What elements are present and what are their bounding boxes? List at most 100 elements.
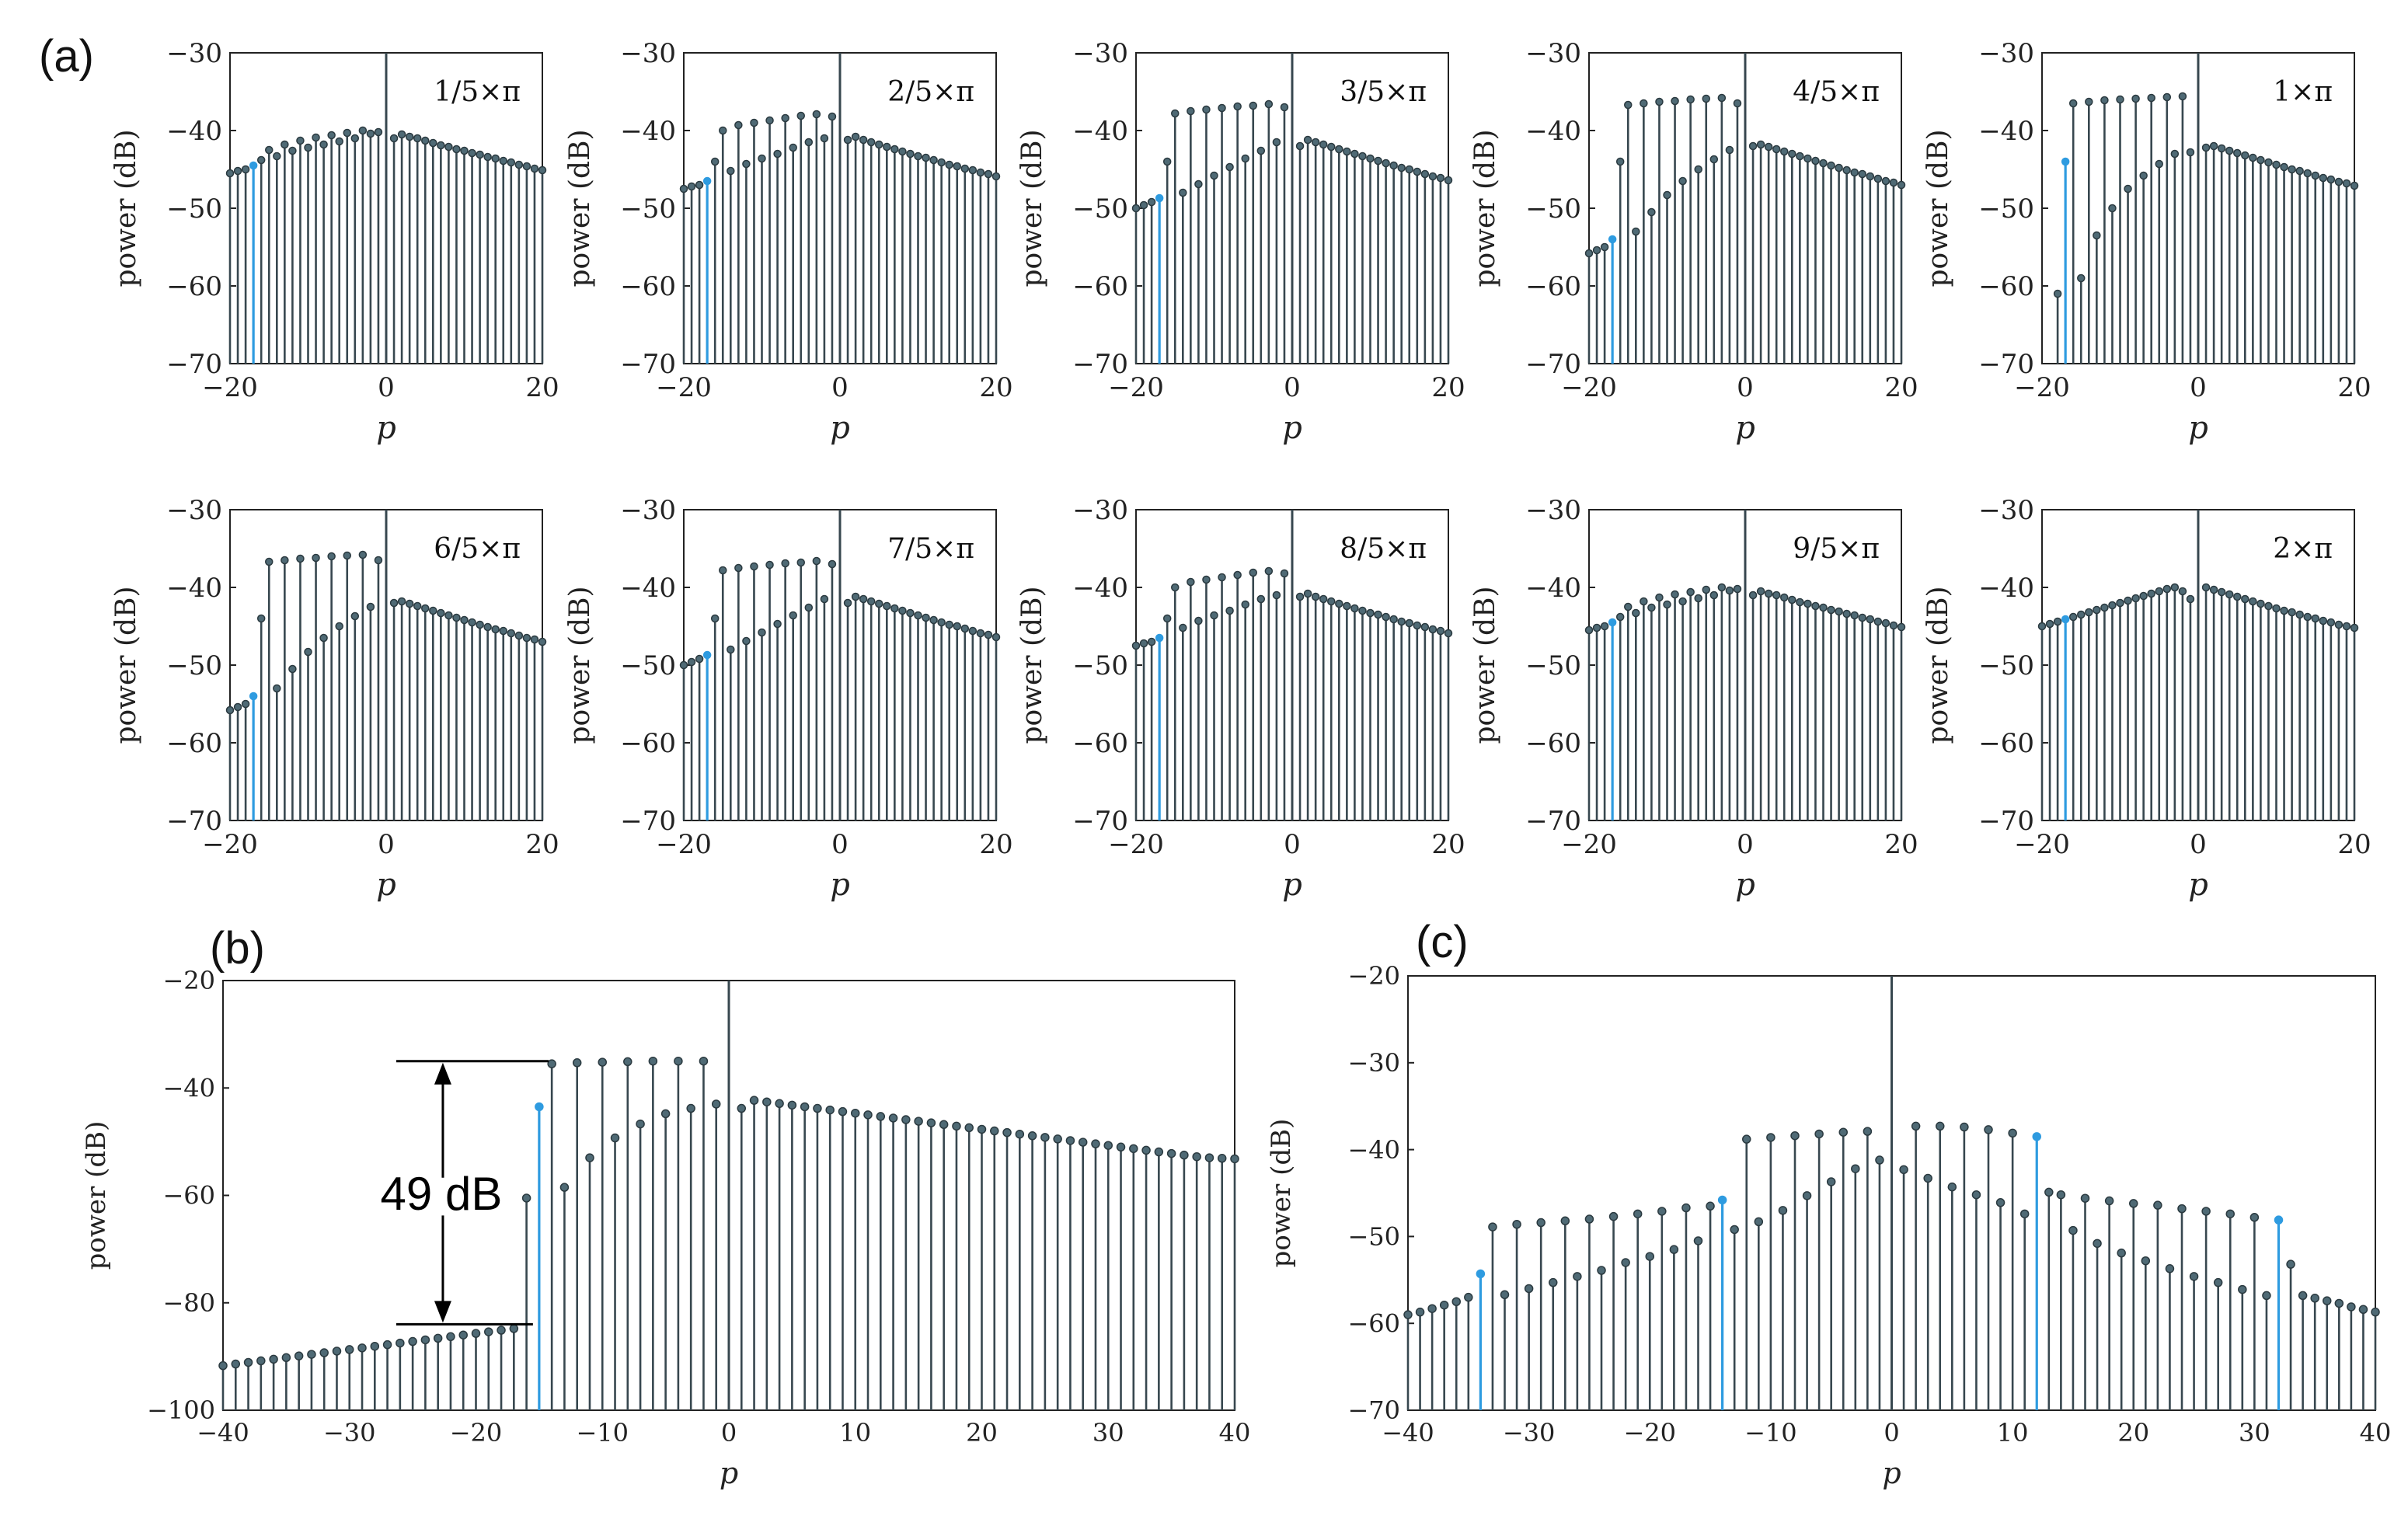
- stem-marker: [312, 133, 320, 142]
- y-tick-label: −40: [1525, 573, 1581, 604]
- stem-marker: [991, 172, 1001, 181]
- stem-marker: [350, 134, 360, 143]
- stem-marker: [968, 626, 977, 636]
- stem-marker: [1139, 639, 1148, 648]
- stem-marker: [1796, 597, 1804, 607]
- stem-marker: [1141, 1145, 1151, 1155]
- x-tick-label: −20: [656, 372, 712, 403]
- y-tick-label: −70: [166, 349, 222, 380]
- stem-marker: [1881, 618, 1891, 628]
- stem-marker: [1192, 1151, 1201, 1162]
- inset-label: 4/5×π: [1793, 76, 1880, 108]
- stem-marker: [984, 630, 993, 639]
- stem-marker: [976, 629, 985, 638]
- stem-marker: [491, 625, 500, 634]
- stem-marker: [1405, 618, 1413, 628]
- stem-marker: [1686, 587, 1695, 597]
- stem-marker: [1524, 1284, 1534, 1294]
- stem-marker: [804, 603, 814, 612]
- highlight-stem-marker: [1717, 1195, 1727, 1205]
- stem-marker: [1960, 1122, 1969, 1132]
- x-tick-label: −40: [1382, 1418, 1434, 1448]
- x-tick-label: 20: [966, 1418, 998, 1448]
- stem-marker: [2303, 612, 2312, 622]
- highlight-stem-marker: [1608, 618, 1617, 627]
- stem-marker: [2342, 622, 2351, 631]
- stem-marker: [1663, 190, 1671, 200]
- y-tick-label: −30: [1525, 495, 1581, 526]
- stem-marker: [1295, 592, 1305, 601]
- stem-marker: [452, 145, 461, 154]
- stem-marker: [1647, 207, 1656, 217]
- stem-marker: [1366, 154, 1375, 163]
- stem-marker: [405, 599, 414, 608]
- stem-marker: [2068, 612, 2078, 622]
- stem-marker: [2053, 289, 2062, 298]
- y-axis-label: power (dB): [564, 586, 596, 744]
- y-tick-label: −40: [620, 116, 676, 147]
- stem-marker: [2233, 148, 2242, 158]
- stem-marker: [585, 1153, 594, 1162]
- stem-marker: [1678, 597, 1687, 606]
- stem-marker: [444, 142, 453, 152]
- stem-marker: [2100, 603, 2109, 612]
- stem-marker: [976, 168, 985, 177]
- stem-marker: [1327, 142, 1336, 152]
- x-tick-label: 0: [831, 372, 849, 403]
- x-axis-label: p: [830, 410, 850, 446]
- stem-marker: [2117, 1248, 2126, 1258]
- stem-marker: [1875, 1155, 1884, 1165]
- stem-marker: [825, 1105, 835, 1115]
- stem-marker: [2019, 1209, 2030, 1219]
- y-axis-label: power (dB): [110, 129, 142, 287]
- y-tick-label: −50: [1525, 650, 1581, 681]
- stem-marker: [281, 140, 289, 149]
- stem-marker: [1655, 593, 1664, 602]
- stem-marker: [734, 563, 743, 573]
- x-tick-label: 20: [1884, 829, 1918, 860]
- stem-marker: [374, 556, 383, 565]
- stem-marker: [820, 134, 829, 143]
- stem-marker: [1923, 1173, 1932, 1183]
- stem-marker: [307, 1350, 316, 1359]
- x-axis-label: p: [1882, 1456, 1901, 1490]
- stem-marker: [413, 134, 422, 143]
- stem-marker: [420, 1335, 430, 1345]
- stem-marker: [1366, 608, 1375, 618]
- stem-marker: [2334, 1298, 2344, 1308]
- stem-marker: [1512, 1219, 1521, 1229]
- stem-marker: [1225, 162, 1234, 172]
- stem-marker: [1327, 597, 1336, 606]
- stem-marker: [1694, 594, 1702, 603]
- stem-marker: [2326, 175, 2336, 184]
- stem-marker: [1397, 617, 1406, 626]
- stem-marker: [288, 664, 297, 674]
- stem-marker: [660, 1109, 671, 1119]
- stem-marker: [243, 1357, 253, 1367]
- stem-marker: [2238, 1284, 2247, 1294]
- stem-marker: [789, 611, 797, 620]
- stem-marker: [1663, 600, 1671, 609]
- x-tick-label: 20: [1431, 829, 1465, 860]
- stem-marker: [1633, 1209, 1643, 1219]
- stem-marker: [499, 626, 507, 636]
- stem-marker: [444, 611, 453, 620]
- stem-marker: [1842, 609, 1851, 618]
- x-tick-label: −20: [1561, 829, 1617, 860]
- x-axis-label: p: [376, 867, 396, 903]
- y-tick-label: −40: [1347, 1135, 1400, 1165]
- stem-marker: [241, 699, 250, 709]
- stem-marker: [471, 1329, 481, 1338]
- stem-marker: [2044, 1187, 2054, 1197]
- stem-marker: [2116, 598, 2124, 608]
- stem-marker: [734, 120, 743, 130]
- stem-marker: [408, 1336, 417, 1347]
- stem-marker: [476, 620, 484, 629]
- stem-marker: [343, 551, 351, 560]
- stem-marker: [1218, 103, 1226, 113]
- stem-marker: [875, 599, 883, 608]
- stem-marker: [476, 150, 484, 159]
- stem-marker: [2311, 171, 2319, 180]
- stem-marker: [1866, 615, 1875, 624]
- stem-marker: [2108, 204, 2117, 213]
